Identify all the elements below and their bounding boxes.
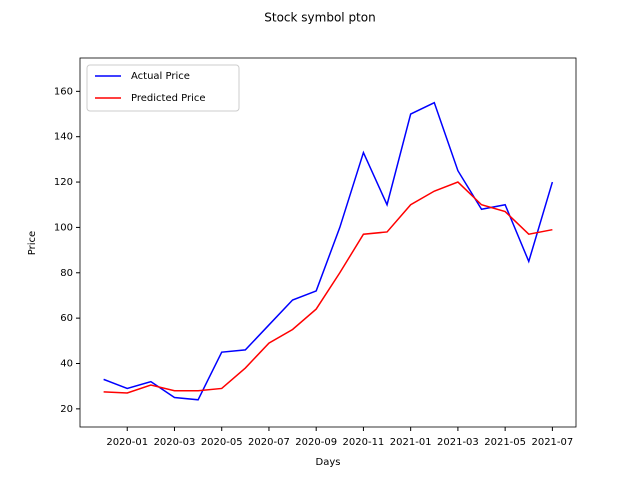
y-axis-label: Price — [27, 231, 38, 255]
legend-label: Predicted Price — [131, 93, 206, 104]
x-tick-label: 2020-05 — [201, 437, 243, 448]
series-line — [103, 101, 554, 401]
legend-box — [86, 64, 240, 112]
x-tick-label: 2020-09 — [295, 437, 337, 448]
y-tick-label: 140 — [54, 132, 73, 143]
x-tick-label: 2021-01 — [390, 437, 432, 448]
y-tick-label: 160 — [54, 86, 73, 97]
chart-title: Stock symbol pton — [264, 11, 375, 25]
x-tick-label: 2021-03 — [437, 437, 479, 448]
y-tick-label: 100 — [54, 222, 73, 233]
x-tick-label: 2021-05 — [484, 437, 526, 448]
x-tick-label: 2020-07 — [248, 437, 290, 448]
y-tick-label: 80 — [60, 268, 73, 279]
series-line — [103, 181, 553, 394]
x-tick-label: 2020-01 — [106, 437, 148, 448]
y-tick-label: 20 — [60, 404, 73, 415]
legend-label: Actual Price — [131, 71, 190, 82]
y-tick-label: 40 — [60, 358, 73, 369]
x-tick-label: 2020-03 — [154, 437, 196, 448]
y-tick-label: 120 — [54, 177, 73, 188]
x-tick-label: 2021-07 — [531, 437, 573, 448]
x-tick-label: 2020-11 — [343, 437, 385, 448]
x-axis-label: Days — [316, 457, 341, 468]
plot-frame — [79, 57, 577, 428]
y-tick-label: 60 — [60, 313, 73, 324]
